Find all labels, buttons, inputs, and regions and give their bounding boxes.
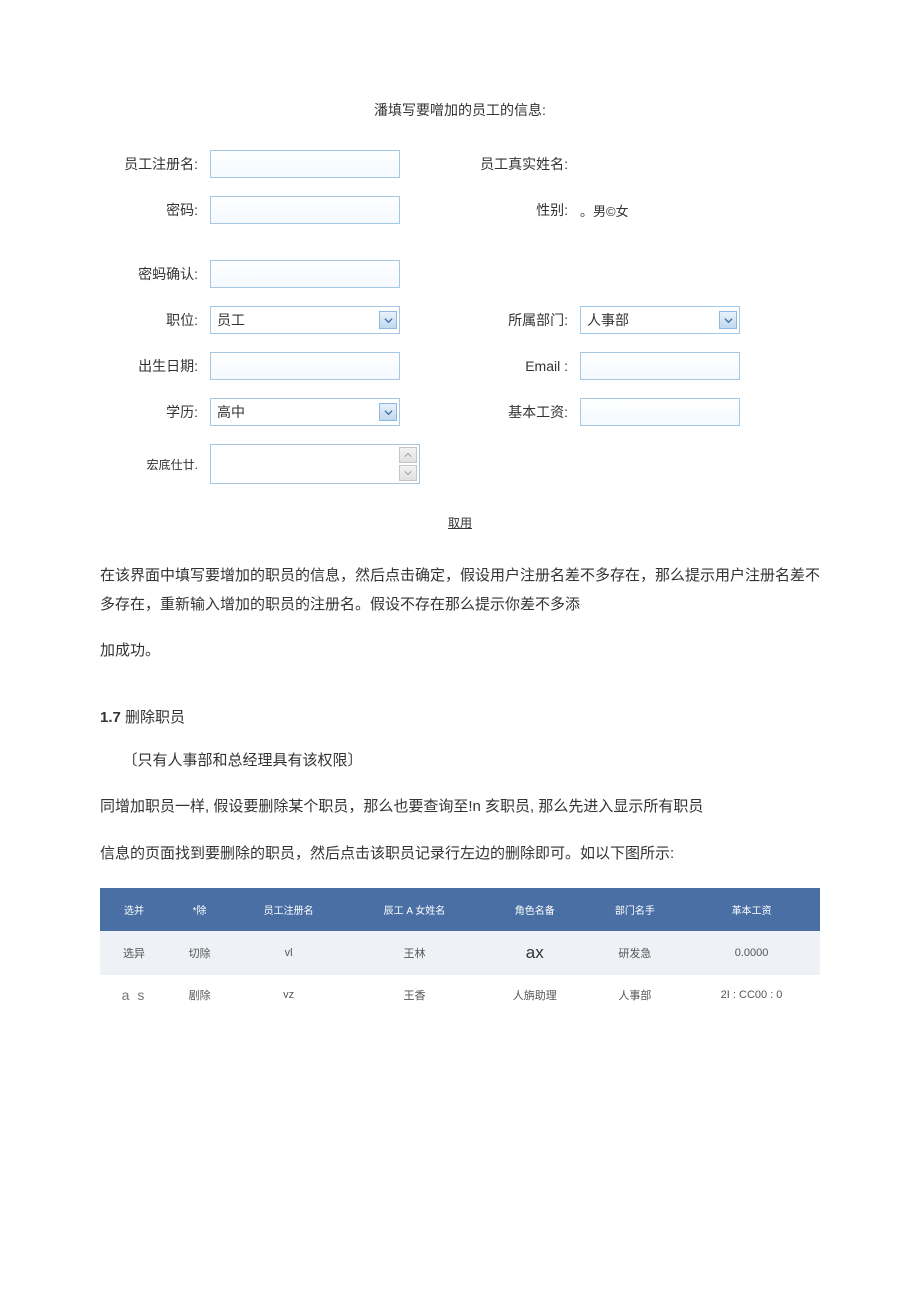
label-birthdate: 出生日期: [100, 356, 210, 376]
label-position: 职位: [100, 310, 210, 330]
table-cell: vz [231, 975, 346, 1015]
regname-input[interactable] [210, 150, 400, 178]
table-cell[interactable]: 剧除 [168, 975, 231, 1015]
label-regname: 员工注册名: [100, 154, 210, 174]
table-header: 革本工资 [683, 888, 820, 931]
table-cell: vl [231, 931, 346, 975]
table-cell: 人事部 [587, 975, 683, 1015]
label-department: 所属部门: [470, 310, 580, 330]
label-realname: 员工真实姓名: [470, 154, 580, 174]
table-cell: 人旃助理 [483, 975, 587, 1015]
table-cell: 0.0000 [683, 931, 820, 975]
table-header: 员工注册名 [231, 888, 346, 931]
table-cell[interactable]: 切除 [168, 931, 231, 975]
chevron-down-icon [719, 311, 737, 329]
chevron-down-icon [379, 403, 397, 421]
table-cell: 王林 [346, 931, 483, 975]
paragraph-1: 在该界面中填写要增加的职员的信息，然后点击确定，假设用户注册名差不多存在，那么提… [100, 562, 820, 619]
position-select[interactable]: 员工 [210, 306, 400, 334]
employee-table: 选并*除员工注册名辰工 A 女姓名角色名备部门名手革本工资 选异切除vl王林ax… [100, 888, 820, 1015]
basesalary-input[interactable] [580, 398, 740, 426]
form-title: 潘填写要噌加的员工的信息: [100, 100, 820, 120]
table-cell: 2I : CC00 : 0 [683, 975, 820, 1015]
chevron-down-icon [379, 311, 397, 329]
scroll-down-icon[interactable] [399, 465, 417, 481]
label-password: 密码: [100, 200, 210, 220]
paragraph-2: 加成功。 [100, 637, 820, 666]
label-gender: 性别: [470, 200, 580, 220]
email-input[interactable] [580, 352, 740, 380]
table-cell: 研发急 [587, 931, 683, 975]
table-cell[interactable]: a s [100, 975, 168, 1015]
label-address: 宏底仕廿. [100, 456, 210, 473]
table-header: 选并 [100, 888, 168, 931]
label-pwdconfirm: 密蚂确认: [100, 264, 210, 284]
label-email: Email : [470, 358, 580, 374]
label-education: 学历: [100, 402, 210, 422]
cancel-link[interactable]: 取用 [448, 516, 472, 530]
table-row: 选异切除vl王林ax研发急0.0000 [100, 931, 820, 975]
table-header: *除 [168, 888, 231, 931]
paragraph-4: 信息的页面找到要删除的职员，然后点击该职员记录行左边的删除即可。如以下图所示: [100, 840, 820, 869]
address-textarea[interactable] [210, 444, 420, 484]
scroll-up-icon[interactable] [399, 447, 417, 463]
table-cell[interactable]: 选异 [100, 931, 168, 975]
label-basesalary: 基本工资: [470, 402, 580, 422]
employee-form: 员工注册名: 员工真实姓名: 密码: 性别: 。男©女 密蚂确认: 职位: 员工… [100, 150, 820, 484]
table-header: 辰工 A 女姓名 [346, 888, 483, 931]
table-cell: ax [483, 931, 587, 975]
paragraph-3: 同增加职员一样, 假设要删除某个职员，那么也要查询至!n 亥职员, 那么先进入显… [100, 793, 820, 822]
table-cell: 王香 [346, 975, 483, 1015]
pwdconfirm-input[interactable] [210, 260, 400, 288]
section-heading: 1.7 删除职员 [100, 706, 820, 727]
section-note: 〔只有人事部和总经理具有该权限〕 [100, 747, 820, 776]
table-row: a s剧除vz王香人旃助理人事部2I : CC00 : 0 [100, 975, 820, 1015]
department-select[interactable]: 人事部 [580, 306, 740, 334]
password-input[interactable] [210, 196, 400, 224]
table-header: 部门名手 [587, 888, 683, 931]
birthdate-input[interactable] [210, 352, 400, 380]
gender-options[interactable]: 。男©女 [580, 201, 760, 220]
table-header: 角色名备 [483, 888, 587, 931]
education-select[interactable]: 高中 [210, 398, 400, 426]
